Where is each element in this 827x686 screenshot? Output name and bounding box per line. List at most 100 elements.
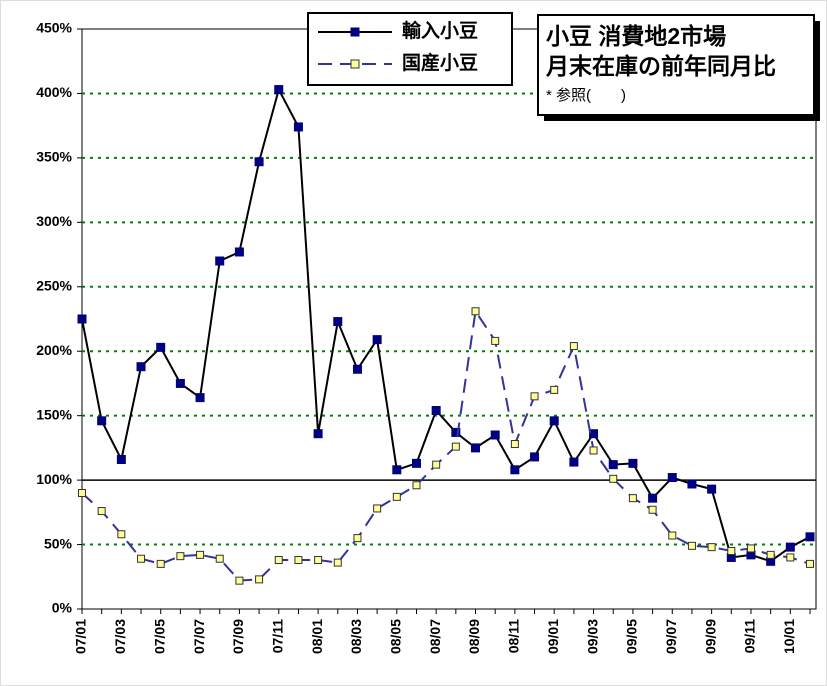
marker bbox=[137, 554, 146, 563]
marker bbox=[77, 314, 87, 324]
marker bbox=[97, 507, 106, 516]
marker bbox=[176, 552, 185, 561]
marker bbox=[215, 554, 224, 563]
x-tick-label: 10/01 bbox=[781, 619, 797, 654]
marker bbox=[274, 556, 283, 565]
y-tick-label: 150% bbox=[36, 406, 72, 422]
marker bbox=[746, 544, 755, 553]
marker bbox=[628, 458, 638, 468]
marker bbox=[234, 247, 244, 257]
y-tick-label: 50% bbox=[44, 535, 73, 551]
marker bbox=[510, 465, 520, 475]
x-tick-label: 08/07 bbox=[427, 619, 443, 654]
marker bbox=[116, 454, 126, 464]
legend-label: 輸入小豆 bbox=[402, 19, 478, 42]
marker bbox=[117, 530, 126, 539]
x-tick-label: 08/01 bbox=[309, 619, 325, 654]
marker bbox=[215, 256, 225, 266]
marker bbox=[648, 505, 657, 514]
y-tick-label: 450% bbox=[36, 20, 72, 36]
marker bbox=[156, 342, 166, 352]
marker bbox=[687, 479, 697, 489]
marker bbox=[392, 465, 402, 475]
chart-title: 小豆 消費地2市場 bbox=[546, 23, 726, 49]
marker bbox=[491, 336, 500, 345]
marker bbox=[490, 430, 500, 440]
x-tick-label: 08/09 bbox=[466, 619, 482, 654]
x-tick-label: 07/11 bbox=[269, 619, 285, 653]
marker bbox=[314, 556, 323, 565]
marker bbox=[766, 550, 775, 559]
marker bbox=[550, 385, 559, 394]
marker bbox=[667, 473, 677, 483]
x-tick-label: 07/07 bbox=[191, 619, 207, 654]
y-tick-label: 250% bbox=[36, 277, 72, 293]
marker bbox=[451, 427, 461, 437]
marker bbox=[786, 553, 795, 562]
marker bbox=[569, 457, 579, 467]
x-tick-label: 08/03 bbox=[348, 619, 364, 654]
marker bbox=[549, 416, 559, 426]
marker bbox=[293, 122, 303, 132]
marker bbox=[806, 559, 814, 568]
marker bbox=[628, 494, 637, 503]
marker bbox=[569, 342, 578, 351]
marker bbox=[530, 452, 540, 462]
marker bbox=[589, 429, 599, 439]
marker bbox=[471, 307, 480, 316]
x-tick-label: 09/07 bbox=[663, 619, 679, 654]
marker bbox=[333, 558, 342, 567]
y-tick-label: 400% bbox=[36, 84, 72, 100]
annotation: * 参照( ) bbox=[546, 87, 626, 104]
title-box bbox=[537, 14, 815, 116]
marker bbox=[609, 474, 618, 483]
marker bbox=[608, 460, 618, 470]
marker bbox=[392, 492, 401, 501]
marker bbox=[333, 317, 343, 327]
marker bbox=[707, 484, 717, 494]
plot-area bbox=[81, 28, 817, 610]
x-tick-label: 09/03 bbox=[584, 619, 600, 654]
marker bbox=[431, 406, 441, 416]
x-tick-label: 09/11 bbox=[742, 619, 758, 653]
marker bbox=[411, 458, 421, 468]
marker bbox=[195, 393, 205, 403]
y-tick-label: 350% bbox=[36, 149, 72, 165]
legend-label: 国産小豆 bbox=[402, 51, 478, 74]
x-tick-label: 09/05 bbox=[624, 619, 640, 654]
x-tick-label: 09/09 bbox=[702, 619, 718, 654]
marker bbox=[727, 547, 736, 555]
legend-box bbox=[307, 12, 513, 86]
legend-marker bbox=[350, 59, 360, 69]
y-tick-label: 300% bbox=[36, 213, 72, 229]
marker bbox=[136, 362, 146, 372]
x-tick-label: 07/09 bbox=[230, 619, 246, 654]
marker bbox=[510, 440, 519, 449]
marker bbox=[372, 335, 382, 345]
marker bbox=[687, 541, 696, 550]
x-tick-label: 07/03 bbox=[112, 619, 128, 654]
x-tick-label: 08/11 bbox=[506, 619, 522, 653]
marker bbox=[254, 157, 264, 167]
marker bbox=[785, 542, 795, 552]
x-tick-label: 09/01 bbox=[545, 619, 561, 654]
marker bbox=[648, 493, 658, 503]
x-tick-label: 07/05 bbox=[151, 619, 167, 654]
legend-marker bbox=[350, 27, 360, 37]
marker bbox=[196, 550, 205, 559]
y-tick-label: 200% bbox=[36, 342, 72, 358]
marker bbox=[78, 489, 86, 497]
marker bbox=[707, 543, 716, 552]
marker bbox=[432, 460, 441, 469]
x-tick-label: 08/05 bbox=[388, 619, 404, 654]
marker bbox=[353, 534, 362, 543]
marker bbox=[668, 531, 677, 540]
marker bbox=[97, 416, 107, 426]
marker bbox=[156, 559, 165, 568]
marker bbox=[412, 481, 421, 490]
y-tick-label: 0% bbox=[52, 600, 73, 616]
marker bbox=[589, 446, 598, 455]
y-tick-label: 100% bbox=[36, 471, 72, 487]
